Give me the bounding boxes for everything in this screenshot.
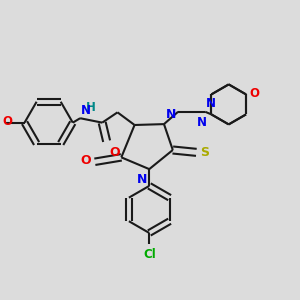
Text: N: N bbox=[166, 108, 176, 121]
Text: H: H bbox=[86, 101, 96, 114]
Text: O: O bbox=[250, 87, 260, 100]
Text: Cl: Cl bbox=[143, 248, 156, 261]
Text: N: N bbox=[206, 97, 216, 110]
Text: N: N bbox=[137, 173, 148, 186]
Text: O: O bbox=[2, 115, 12, 128]
Text: S: S bbox=[200, 146, 209, 159]
Text: O: O bbox=[110, 146, 120, 159]
Text: N: N bbox=[81, 104, 91, 117]
Text: O: O bbox=[80, 154, 91, 167]
Text: N: N bbox=[197, 116, 207, 129]
